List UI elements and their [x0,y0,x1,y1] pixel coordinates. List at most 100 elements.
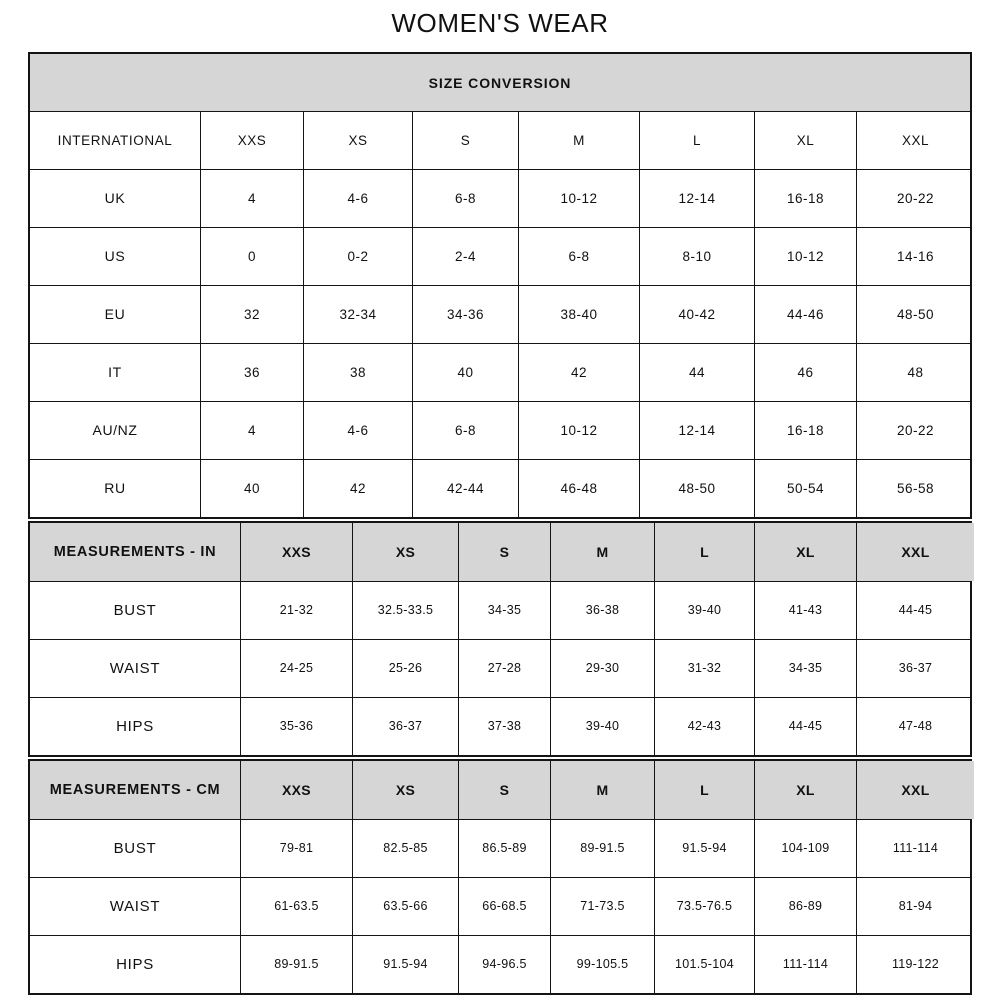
cell-cm-waist-m: 71-73.5 [550,878,654,935]
table-row: HIPS 35-36 36-37 37-38 39-40 42-43 44-45… [30,697,970,755]
measurements-cm-header-row: MEASUREMENTS - CM XXS XS S M L XL XXL [30,761,974,819]
cell-it-xl: 46 [754,344,856,401]
cell-in-waist-xxs: 24-25 [240,640,352,697]
cell-aunz-l: 12-14 [639,402,754,459]
cell-it-s: 40 [412,344,518,401]
cell-in-hips-m: 39-40 [550,698,654,755]
column-header-s: S [412,112,518,169]
cell-in-waist-xxl: 36-37 [856,640,974,697]
cell-aunz-xxs: 4 [200,402,303,459]
cell-in-hips-xxs: 35-36 [240,698,352,755]
size-conversion-header-row: INTERNATIONAL XXS XS S M L XL XXL [30,112,970,169]
cell-ru-xl: 50-54 [754,460,856,517]
cell-it-m: 42 [518,344,639,401]
cell-eu-l: 40-42 [639,286,754,343]
cell-in-bust-xxs: 21-32 [240,582,352,639]
column-header-in-xxl: XXL [856,523,974,581]
column-header-xxs: XXS [200,112,303,169]
cell-uk-xxs: 4 [200,170,303,227]
cell-us-xs: 0-2 [303,228,412,285]
measurements-cm-table: MEASUREMENTS - CM XXS XS S M L XL XXL BU… [28,759,974,995]
cell-it-l: 44 [639,344,754,401]
column-header-in-s: S [458,523,550,581]
cell-aunz-xs: 4-6 [303,402,412,459]
cell-cm-waist-l: 73.5-76.5 [654,878,754,935]
row-label-in-hips: HIPS [116,717,154,735]
cell-in-bust-xl: 41-43 [754,582,856,639]
cell-aunz-xxl: 20-22 [856,402,974,459]
column-header-in-xl: XL [754,523,856,581]
column-header-l: L [639,112,754,169]
cell-cm-bust-s: 86.5-89 [458,820,550,877]
cell-eu-xl: 44-46 [754,286,856,343]
row-label-ru: RU [104,480,126,497]
cell-ru-xs: 42 [303,460,412,517]
row-label-uk: UK [104,190,126,207]
cell-cm-waist-xxl: 81-94 [856,878,974,935]
cell-cm-bust-xs: 82.5-85 [352,820,458,877]
row-label-eu: EU [104,306,126,323]
row-label-us: US [104,248,126,265]
cell-cm-hips-xl: 111-114 [754,936,856,993]
cell-us-xxs: 0 [200,228,303,285]
cell-us-m: 6-8 [518,228,639,285]
cell-uk-xs: 4-6 [303,170,412,227]
cell-cm-bust-xxl: 111-114 [856,820,974,877]
cell-in-bust-l: 39-40 [654,582,754,639]
cell-us-xl: 10-12 [754,228,856,285]
column-header-xxl: XXL [856,112,974,169]
column-header-in-l: L [654,523,754,581]
column-header-cm-xxs: XXS [240,761,352,819]
cell-cm-bust-xl: 104-109 [754,820,856,877]
row-label-cm-waist: WAIST [109,897,161,915]
size-conversion-table: SIZE CONVERSION INTERNATIONAL XXS XS S M… [28,52,972,519]
table-row: WAIST 61-63.5 63.5-66 66-68.5 71-73.5 73… [30,877,970,935]
cell-it-xs: 38 [303,344,412,401]
measurements-in-header-row: MEASUREMENTS - IN XXS XS S M L XL XXL [30,523,974,581]
cell-eu-xxl: 48-50 [856,286,974,343]
cell-uk-l: 12-14 [639,170,754,227]
column-header-cm-m: M [550,761,654,819]
table-row: UK 4 4-6 6-8 10-12 12-14 16-18 20-22 [30,169,970,227]
cell-aunz-xl: 16-18 [754,402,856,459]
cell-it-xxs: 36 [200,344,303,401]
size-conversion-banner: SIZE CONVERSION [30,54,970,112]
column-header-xs: XS [303,112,412,169]
cell-in-hips-xxl: 47-48 [856,698,974,755]
cell-in-hips-s: 37-38 [458,698,550,755]
cell-uk-m: 10-12 [518,170,639,227]
measurements-in-table: MEASUREMENTS - IN XXS XS S M L XL XXL BU… [28,521,974,757]
cell-cm-hips-xxl: 119-122 [856,936,974,993]
cell-ru-xxl: 56-58 [856,460,974,517]
cell-cm-bust-m: 89-91.5 [550,820,654,877]
cell-it-xxl: 48 [856,344,974,401]
cell-us-s: 2-4 [412,228,518,285]
cell-eu-xxs: 32 [200,286,303,343]
cell-cm-hips-xxs: 89-91.5 [240,936,352,993]
cell-in-hips-l: 42-43 [654,698,754,755]
cell-aunz-m: 10-12 [518,402,639,459]
cell-in-waist-s: 27-28 [458,640,550,697]
table-row: HIPS 89-91.5 91.5-94 94-96.5 99-105.5 10… [30,935,970,993]
table-row: US 0 0-2 2-4 6-8 8-10 10-12 14-16 [30,227,970,285]
cell-uk-s: 6-8 [412,170,518,227]
cell-eu-xs: 32-34 [303,286,412,343]
column-header-xl: XL [754,112,856,169]
column-header-cm-xl: XL [754,761,856,819]
row-label-in-waist: WAIST [109,659,161,677]
column-header-in-xs: XS [352,523,458,581]
table-row: BUST 79-81 82.5-85 86.5-89 89-91.5 91.5-… [30,819,970,877]
cell-aunz-s: 6-8 [412,402,518,459]
cell-cm-waist-xl: 86-89 [754,878,856,935]
cell-ru-m: 46-48 [518,460,639,517]
table-row: WAIST 24-25 25-26 27-28 29-30 31-32 34-3… [30,639,970,697]
column-header-in-m: M [550,523,654,581]
cell-in-hips-xs: 36-37 [352,698,458,755]
table-row: AU/NZ 4 4-6 6-8 10-12 12-14 16-18 20-22 [30,401,970,459]
cell-ru-s: 42-44 [412,460,518,517]
cell-cm-waist-s: 66-68.5 [458,878,550,935]
row-label-cm-bust: BUST [113,839,157,857]
cell-in-bust-m: 36-38 [550,582,654,639]
cell-us-l: 8-10 [639,228,754,285]
cell-uk-xl: 16-18 [754,170,856,227]
